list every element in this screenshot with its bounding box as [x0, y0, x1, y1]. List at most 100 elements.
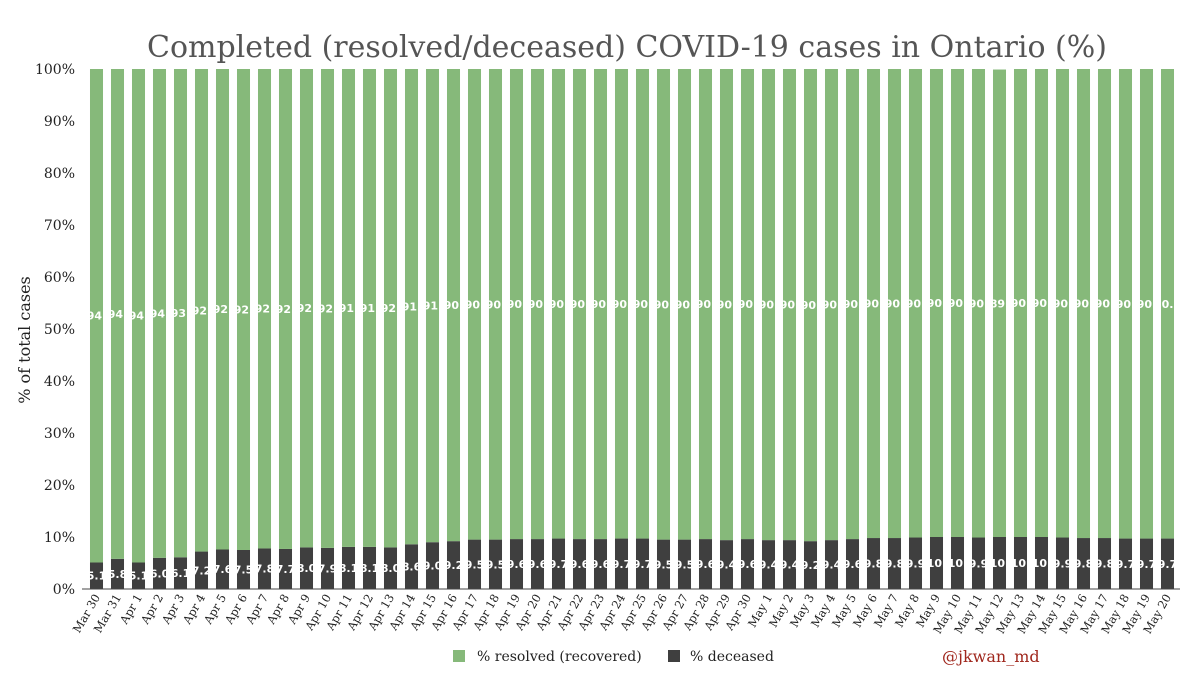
- legend-swatch-resolved: [453, 650, 465, 662]
- y-tick-label: 90%: [44, 114, 75, 130]
- bar-deceased: [110, 558, 125, 589]
- data-label-deceased: 9.5: [654, 558, 674, 571]
- data-label-resolved: 90.: [507, 298, 527, 311]
- bar-resolved: [257, 69, 272, 549]
- bar-resolved: [236, 69, 251, 550]
- data-label-deceased: 9.6: [570, 558, 590, 571]
- bar-resolved: [971, 69, 986, 538]
- data-label-deceased: 9.6: [738, 558, 758, 571]
- bar-deceased: [866, 538, 881, 589]
- bar-resolved: [131, 69, 146, 563]
- bar-resolved: [740, 69, 755, 540]
- bar-deceased: [173, 557, 188, 589]
- bar-deceased: [950, 537, 965, 589]
- data-label-deceased: 9.7: [1158, 558, 1178, 571]
- data-label-deceased: 6.1: [171, 567, 191, 580]
- bar-deceased: [194, 551, 209, 589]
- bar-deceased: [1118, 538, 1133, 589]
- bar-resolved: [1160, 69, 1175, 539]
- bar-resolved: [152, 69, 167, 558]
- data-label-resolved: 92.: [192, 304, 212, 317]
- bar-resolved: [761, 69, 776, 541]
- data-label-deceased: 5.1: [87, 570, 107, 583]
- bar-deceased: [446, 541, 461, 589]
- bar-resolved: [362, 69, 377, 547]
- bar-resolved: [1034, 69, 1049, 537]
- bar-deceased: [656, 539, 671, 589]
- bar-resolved: [89, 69, 104, 563]
- data-label-deceased: 9.7: [633, 558, 653, 571]
- data-label-resolved: 90.: [696, 298, 716, 311]
- data-label-deceased: 9.4: [717, 559, 737, 572]
- data-label-resolved: 90.: [1011, 297, 1031, 310]
- data-label-resolved: 90.: [906, 297, 926, 310]
- bar-resolved: [1097, 69, 1112, 539]
- data-label-deceased: 7.5: [234, 564, 254, 577]
- data-label-resolved: 90.: [738, 298, 758, 311]
- data-label-resolved: 90.: [801, 299, 821, 312]
- data-label-resolved: 90.: [465, 298, 485, 311]
- bar-resolved: [110, 69, 125, 559]
- data-label-deceased: 9.0: [423, 560, 443, 573]
- data-label-resolved: 90.: [444, 299, 464, 312]
- bar-deceased: [383, 547, 398, 589]
- data-label-resolved: 90.: [843, 298, 863, 311]
- bar-deceased: [677, 539, 692, 589]
- data-label-deceased: 7.8: [255, 563, 275, 576]
- y-tick-label: 20%: [44, 478, 75, 494]
- data-label-resolved: 90.: [570, 298, 590, 311]
- bar-resolved: [929, 69, 944, 537]
- data-label-deceased: 8.0: [381, 562, 401, 575]
- bar-resolved: [614, 69, 629, 539]
- legend-swatch-deceased: [668, 650, 680, 662]
- chart-title: Completed (resolved/deceased) COVID-19 c…: [147, 30, 1107, 65]
- bar-deceased: [761, 540, 776, 589]
- data-label-resolved: 94.: [150, 307, 170, 320]
- bar-resolved: [467, 69, 482, 540]
- bar-deceased: [1160, 538, 1175, 589]
- data-label-resolved: 90.: [717, 299, 737, 312]
- bar-deceased: [803, 541, 818, 589]
- y-tick-label: 40%: [44, 374, 75, 390]
- data-label-deceased: 10.: [927, 557, 947, 570]
- bar-deceased: [425, 542, 440, 589]
- data-label-deceased: 8.6: [402, 561, 422, 574]
- bar-deceased: [341, 546, 356, 589]
- bar-deceased: [404, 544, 419, 589]
- data-label-deceased: 9.7: [1116, 558, 1136, 571]
- data-label-deceased: 7.6: [213, 563, 233, 576]
- data-label-deceased: 9.2: [444, 559, 464, 572]
- data-label-resolved: 92.: [255, 303, 275, 316]
- data-label-resolved: 90.: [1053, 297, 1073, 310]
- data-label-deceased: 9.6: [591, 558, 611, 571]
- bar-deceased: [1055, 537, 1070, 589]
- data-label-deceased: 5.8: [108, 568, 128, 581]
- data-label-deceased: 9.5: [486, 558, 506, 571]
- data-label-deceased: 9.9: [969, 557, 989, 570]
- bar-deceased: [362, 546, 377, 589]
- data-label-resolved: 93.: [171, 307, 191, 320]
- bar-resolved: [593, 69, 608, 540]
- bar-resolved: [950, 69, 965, 537]
- data-label-deceased: 9.7: [1137, 558, 1157, 571]
- bar-deceased: [992, 537, 1007, 589]
- legend: % resolved (recovered) % deceased: [453, 649, 774, 665]
- bar-deceased: [908, 537, 923, 589]
- bar-deceased: [467, 539, 482, 589]
- data-label-resolved: 91.: [402, 301, 422, 314]
- data-label-resolved: 90.: [780, 299, 800, 312]
- data-label-resolved: 92.: [234, 304, 254, 317]
- bar-deceased: [1139, 538, 1154, 589]
- bars-group: [89, 69, 1175, 589]
- data-label-resolved: 90.: [1095, 298, 1115, 311]
- bar-resolved: [509, 69, 524, 540]
- data-label-resolved: 90.: [822, 299, 842, 312]
- data-label-deceased: 10.: [948, 557, 968, 570]
- bar-resolved: [488, 69, 503, 540]
- bar-deceased: [299, 547, 314, 589]
- bar-deceased: [1097, 538, 1112, 589]
- bar-deceased: [278, 548, 293, 589]
- bar-resolved: [1118, 69, 1133, 539]
- bar-resolved: [1076, 69, 1091, 539]
